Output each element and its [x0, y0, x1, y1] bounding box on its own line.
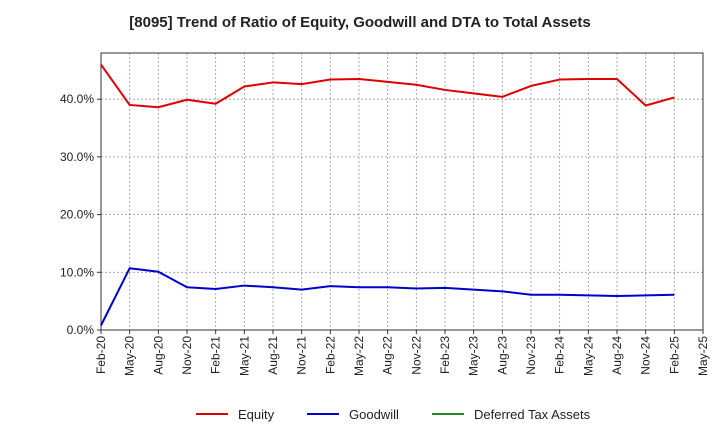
x-tick-label: Feb-22: [323, 336, 337, 374]
x-tick-label: Feb-24: [553, 336, 567, 374]
x-tick-label: May-24: [581, 336, 595, 376]
y-tick-label: 20.0%: [60, 208, 94, 222]
chart-title: [8095] Trend of Ratio of Equity, Goodwil…: [129, 14, 591, 31]
series: [100, 63, 675, 326]
x-tick-label: Feb-20: [94, 336, 108, 374]
x-tick-label: Aug-24: [610, 336, 624, 375]
x-tick-label: May-21: [237, 336, 251, 376]
y-tick-label: 10.0%: [60, 265, 94, 279]
x-tick-label: May-23: [467, 336, 481, 376]
legend-label: Deferred Tax Assets: [474, 407, 591, 422]
x-tick-label: Feb-21: [209, 336, 223, 374]
y-tick-label: 30.0%: [60, 150, 94, 164]
x-tick-label: Feb-23: [438, 336, 452, 374]
series-line-equity: [100, 63, 675, 109]
x-tick-label: May-22: [352, 336, 366, 376]
legend-label: Goodwill: [349, 407, 399, 422]
axes: 0.0% 10.0% 20.0% 30.0% 40.0% Feb-20 May-20 Aug-…: [60, 52, 710, 376]
x-tick-label: Nov-23: [524, 336, 538, 375]
x-tick-label: May-20: [123, 336, 137, 376]
x-tick-label: Aug-22: [381, 336, 395, 375]
y-tick-label: 0.0%: [67, 323, 95, 337]
x-tick-label: May-25: [696, 336, 710, 376]
plot-border: [100, 52, 704, 331]
x-tick-label: Nov-21: [295, 336, 309, 375]
x-tick-label: Nov-22: [409, 336, 423, 375]
x-tick-label: Aug-23: [495, 336, 509, 375]
x-tick-label: Aug-20: [151, 336, 165, 375]
x-tick-label: Aug-21: [266, 336, 280, 375]
series-line-goodwill: [100, 267, 675, 326]
x-tick-label: Feb-25: [667, 336, 681, 374]
legend: Equity Goodwill Deferred Tax Assets: [196, 407, 591, 422]
x-tick-label: Nov-20: [180, 336, 194, 375]
y-tick-label: 40.0%: [60, 92, 94, 106]
x-tick-label: Nov-24: [639, 336, 653, 375]
legend-label: Equity: [238, 407, 275, 422]
